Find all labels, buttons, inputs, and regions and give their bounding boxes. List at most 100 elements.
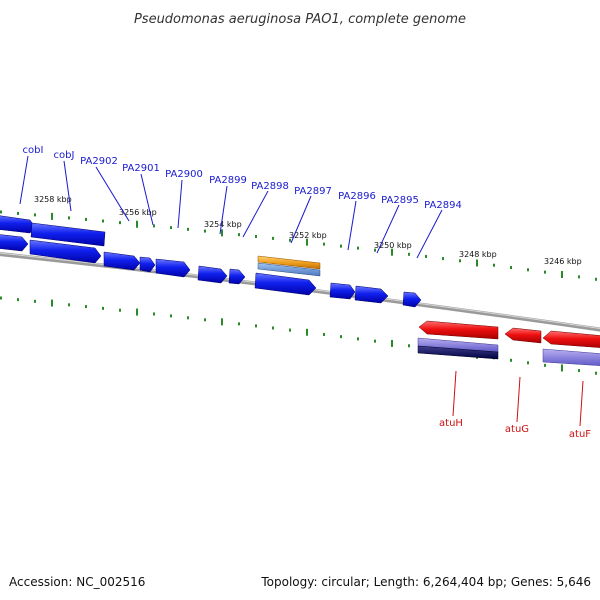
gene-label-PA2896[interactable]: PA2896 — [338, 191, 376, 202]
upper-tick — [170, 226, 172, 230]
gene-leader-lines-bottom — [452, 370, 584, 427]
upper-tick — [119, 221, 121, 225]
upper-tick — [425, 254, 427, 258]
lower-tick — [170, 314, 172, 318]
gene-label-cobI[interactable]: cobI — [23, 145, 44, 156]
gene-navy[interactable] — [417, 345, 499, 360]
upper-tick — [561, 270, 563, 278]
gene-label-PA2898[interactable]: PA2898 — [251, 181, 289, 192]
page-title: Pseudomonas aeruginosa PAO1, complete ge… — [134, 12, 466, 27]
upper-tick — [357, 246, 359, 250]
gene-label-PA2900[interactable]: PA2900 — [165, 169, 203, 180]
upper-tick — [238, 233, 240, 237]
gene-row2-3[interactable] — [103, 251, 141, 271]
gene-cobJ[interactable] — [30, 222, 106, 247]
upper-tick — [272, 236, 274, 240]
gene-row2-1[interactable] — [0, 234, 29, 252]
gene-atuH[interactable] — [418, 320, 499, 340]
gene-label-atuG[interactable]: atuG — [505, 424, 529, 435]
upper-tick — [221, 229, 223, 237]
gene-label-PA2897[interactable]: PA2897 — [294, 186, 332, 197]
lower-tick — [238, 322, 240, 326]
gene-row2-9[interactable] — [329, 282, 356, 300]
lower-tick — [289, 328, 291, 332]
gene-label-cobJ[interactable]: cobJ — [54, 150, 75, 161]
upper-tick — [374, 248, 376, 252]
upper-tick — [442, 257, 444, 261]
gene-atuG[interactable] — [504, 327, 542, 344]
lower-tick — [544, 363, 546, 367]
gene-row2-7[interactable] — [228, 268, 246, 285]
upper-tick — [102, 219, 104, 223]
kbp-label-3246: 3246 kbp — [544, 257, 582, 266]
lower-tick — [391, 339, 393, 347]
gene-label-PA2899[interactable]: PA2899 — [209, 175, 247, 186]
upper-tick — [204, 229, 206, 233]
lower-tick — [408, 344, 410, 348]
gene-leader-lines-top — [19, 155, 443, 259]
gene-lavender-2[interactable] — [542, 348, 600, 366]
lower-tick — [51, 299, 53, 307]
gene-row2-2[interactable] — [29, 239, 102, 264]
upper-tick — [153, 224, 155, 228]
genome-summary-text: Topology: circular; Length: 6,264,404 bp… — [260, 575, 591, 589]
upper-tick — [0, 210, 2, 214]
lower-tick — [68, 303, 70, 307]
upper-tick — [544, 270, 546, 274]
gene-row2-5[interactable] — [155, 258, 191, 278]
lower-tick — [102, 306, 104, 310]
gene-labels-bottom: atuH atuG atuF — [439, 418, 591, 440]
lower-tick — [119, 308, 121, 312]
kbp-label-3258: 3258 kbp — [34, 195, 72, 204]
lower-tick — [204, 318, 206, 322]
gene-cobI[interactable] — [0, 215, 36, 234]
lower-tick — [187, 316, 189, 320]
lower-tick — [595, 371, 597, 375]
gene-orange[interactable] — [257, 255, 321, 270]
gene-label-PA2894[interactable]: PA2894 — [424, 200, 462, 211]
upper-tick — [476, 259, 478, 267]
upper-tick — [17, 211, 19, 215]
lower-tick — [306, 328, 308, 336]
upper-tick — [323, 242, 325, 246]
upper-tick — [340, 244, 342, 248]
kbp-label-3254: 3254 kbp — [204, 220, 242, 229]
gene-steelblue[interactable] — [257, 262, 321, 277]
lower-tick — [561, 364, 563, 372]
gene-row2-6[interactable] — [197, 265, 228, 284]
lower-tick — [323, 332, 325, 336]
gene-label-atuF[interactable]: atuF — [569, 429, 591, 440]
lower-tick — [153, 312, 155, 316]
upper-tick — [255, 235, 257, 239]
lower-tick — [255, 324, 257, 328]
lower-tick — [374, 339, 376, 343]
gene-row2-4[interactable] — [139, 256, 156, 273]
gene-label-PA2895[interactable]: PA2895 — [381, 195, 419, 206]
gene-row2-8[interactable] — [254, 272, 317, 296]
gene-labels-top: cobI cobJ PA2902 PA2901 PA2900 PA2899 PA… — [23, 145, 462, 211]
upper-tick — [391, 248, 393, 256]
gene-label-atuH[interactable]: atuH — [439, 418, 463, 429]
gene-row2-11[interactable] — [402, 291, 422, 308]
gene-atuF[interactable] — [542, 330, 600, 348]
reverse-strand-genes — [418, 320, 600, 348]
kbp-label-3256: 3256 kbp — [119, 208, 157, 217]
gene-label-PA2902[interactable]: PA2902 — [80, 156, 118, 167]
gene-row2-10[interactable] — [354, 285, 389, 304]
lower-tick — [357, 337, 359, 341]
lower-tick — [272, 326, 274, 330]
upper-tick — [408, 252, 410, 256]
upper-tick — [289, 238, 291, 242]
gene-label-PA2901[interactable]: PA2901 — [122, 163, 160, 174]
lower-tick — [578, 369, 580, 373]
upper-tick — [595, 277, 597, 281]
upper-tick — [306, 238, 308, 246]
upper-tick — [68, 216, 70, 220]
lower-tick — [34, 299, 36, 303]
upper-tick — [187, 227, 189, 231]
kbp-label-3248: 3248 kbp — [459, 250, 497, 259]
lower-tick — [0, 296, 2, 300]
upper-tick — [510, 266, 512, 270]
lower-tick — [340, 335, 342, 339]
